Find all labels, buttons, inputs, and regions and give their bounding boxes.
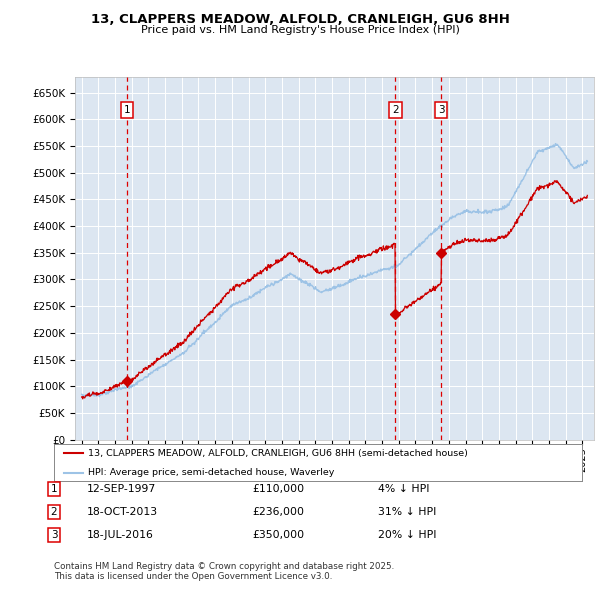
Text: 13, CLAPPERS MEADOW, ALFOLD, CRANLEIGH, GU6 8HH: 13, CLAPPERS MEADOW, ALFOLD, CRANLEIGH, …: [91, 13, 509, 26]
Text: 18-JUL-2016: 18-JUL-2016: [87, 530, 154, 540]
Text: Price paid vs. HM Land Registry's House Price Index (HPI): Price paid vs. HM Land Registry's House …: [140, 25, 460, 35]
Text: 1: 1: [124, 105, 130, 115]
Text: 20% ↓ HPI: 20% ↓ HPI: [378, 530, 437, 540]
Text: 13, CLAPPERS MEADOW, ALFOLD, CRANLEIGH, GU6 8HH (semi-detached house): 13, CLAPPERS MEADOW, ALFOLD, CRANLEIGH, …: [88, 449, 468, 458]
Text: 2: 2: [392, 105, 399, 115]
Text: 1: 1: [50, 484, 58, 494]
Text: £350,000: £350,000: [252, 530, 304, 540]
Text: Contains HM Land Registry data © Crown copyright and database right 2025.
This d: Contains HM Land Registry data © Crown c…: [54, 562, 394, 581]
Text: 12-SEP-1997: 12-SEP-1997: [87, 484, 156, 494]
Text: 31% ↓ HPI: 31% ↓ HPI: [378, 507, 436, 517]
Text: £110,000: £110,000: [252, 484, 304, 494]
Text: 2: 2: [50, 507, 58, 517]
Text: HPI: Average price, semi-detached house, Waverley: HPI: Average price, semi-detached house,…: [88, 468, 335, 477]
Text: 4% ↓ HPI: 4% ↓ HPI: [378, 484, 430, 494]
Text: 18-OCT-2013: 18-OCT-2013: [87, 507, 158, 517]
Text: 3: 3: [438, 105, 445, 115]
Text: 3: 3: [50, 530, 58, 540]
Text: £236,000: £236,000: [252, 507, 304, 517]
